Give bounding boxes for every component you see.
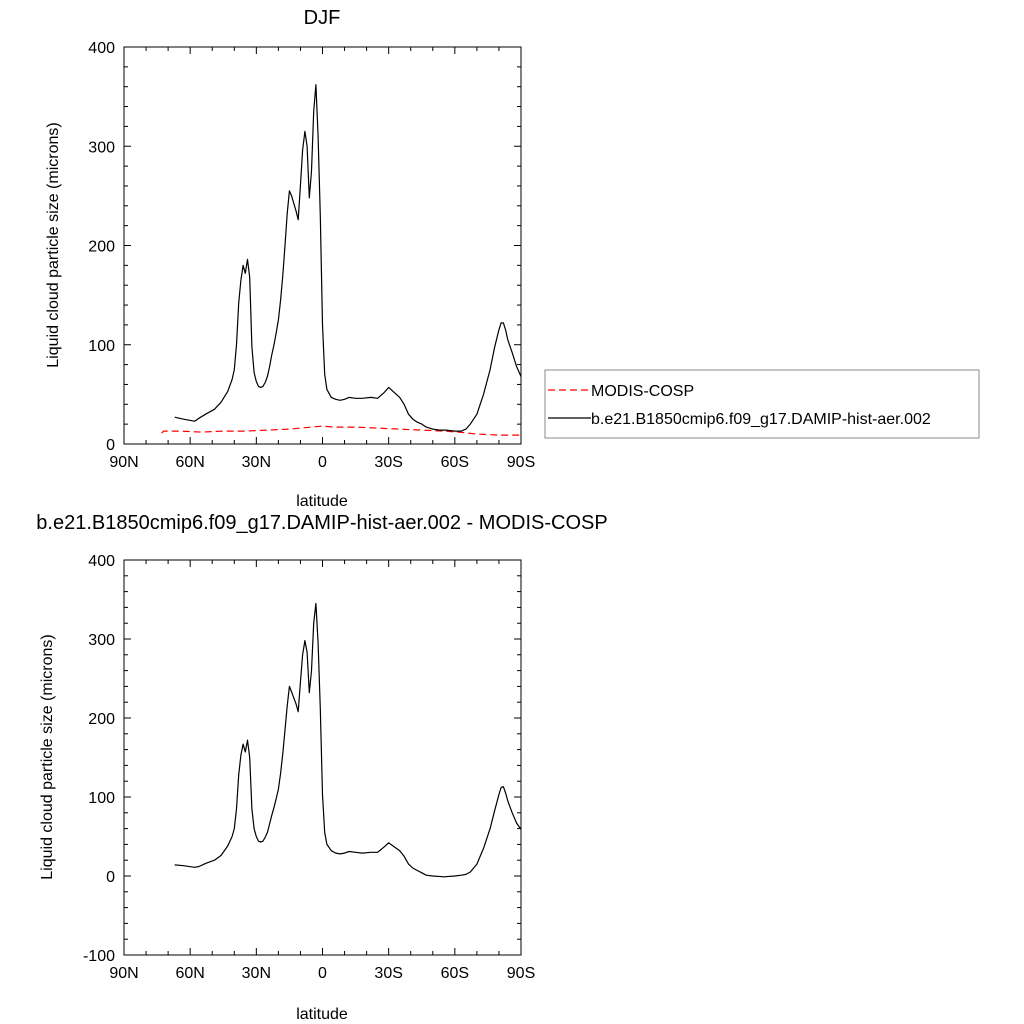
top-y-tick-label: 200	[88, 239, 115, 256]
top-y-axis-label: Liquid cloud particle size (microns)	[45, 122, 62, 367]
top-x-tick-label: 90S	[507, 454, 535, 471]
bottom-chart-title: b.e21.B1850cmip6.f09_g17.DAMIP-hist-aer.…	[36, 512, 607, 534]
bottom-series-line-difference	[174, 602, 522, 878]
bottom-x-tick-label: 0	[318, 965, 327, 982]
bottom-plot-frame	[123, 559, 522, 956]
bottom-y-tick-label: -100	[83, 948, 115, 965]
top-x-tick-label: 30N	[242, 454, 271, 471]
top-x-axis-label: latitude	[296, 493, 348, 510]
bottom-x-tick-label: 30S	[374, 965, 402, 982]
top-series-line-model	[174, 84, 522, 432]
top-x-tick-label: 90N	[109, 454, 138, 471]
bottom-x-tick-label: 60S	[441, 965, 469, 982]
legend: MODIS-COSP b.e21.B1850cmip6.f09_g17.DAMI…	[544, 369, 980, 439]
legend-model-label: b.e21.B1850cmip6.f09_g17.DAMIP-hist-aer.…	[591, 411, 931, 428]
top-y-tick-label: 400	[88, 40, 115, 57]
bottom-y-tick-label: 300	[88, 632, 115, 649]
bottom-x-tick-label: 60N	[175, 965, 204, 982]
bottom-y-tick-label: 200	[88, 711, 115, 728]
top-x-tick-label: 60S	[441, 454, 469, 471]
top-y-tick-label: 300	[88, 139, 115, 156]
bottom-y-axis-label: Liquid cloud particle size (microns)	[39, 634, 56, 879]
bottom-x-tick-label: 90S	[507, 965, 535, 982]
top-y-tick-label: 100	[88, 338, 115, 355]
top-x-tick-label: 30S	[374, 454, 402, 471]
top-chart-title: DJF	[304, 7, 341, 29]
bottom-y-tick-label: 400	[88, 553, 115, 570]
bottom-x-tick-label: 90N	[109, 965, 138, 982]
top-panel: DJF 90N 60N 30N 0 30S 60S 90S 0 100 200 300 400 lat…	[45, 7, 980, 510]
bottom-panel: b.e21.B1850cmip6.f09_g17.DAMIP-hist-aer.…	[36, 512, 607, 1023]
bottom-x-tick-label: 30N	[242, 965, 271, 982]
top-plot-elements: 90N 60N 30N 0 30S 60S 90S 0 100 200 300 400	[88, 40, 535, 471]
top-x-tick-label: 0	[318, 454, 327, 471]
bottom-y-tick-label: 0	[106, 869, 115, 886]
legend-box	[544, 369, 980, 439]
legend-modis-label: MODIS-COSP	[591, 383, 694, 400]
top-y-tick-label: 0	[106, 437, 115, 454]
top-x-tick-label: 60N	[175, 454, 204, 471]
top-plot-frame	[123, 46, 522, 445]
bottom-plot-elements: 90N 60N 30N 0 30S 60S 90S -100 0 100 200 300 400	[83, 553, 535, 982]
bottom-x-axis-label: latitude	[296, 1006, 348, 1023]
top-series-line-modis-cosp	[161, 425, 521, 436]
bottom-y-tick-label: 100	[88, 790, 115, 807]
